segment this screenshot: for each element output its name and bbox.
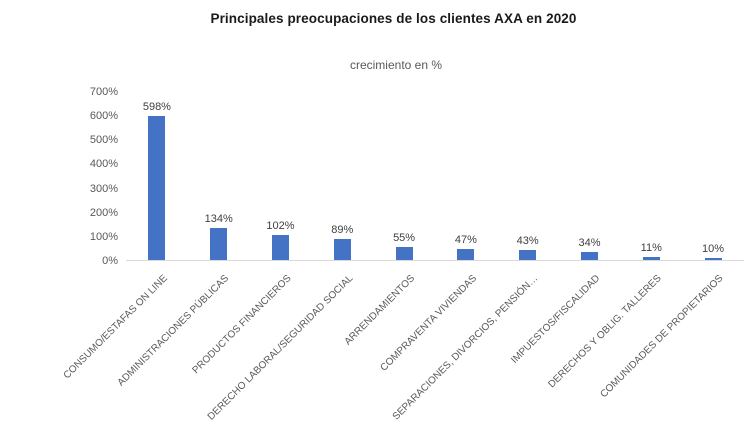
y-axis-tick-label: 300% bbox=[89, 182, 118, 195]
chart-title: Principales preocupaciones de los client… bbox=[210, 11, 577, 26]
bar-value-label: 55% bbox=[393, 232, 416, 244]
plot-area: 598% 134% 102% 89% 55% 47% 43% 34% 11% 10% bbox=[126, 92, 744, 261]
bar-9 bbox=[642, 257, 660, 260]
bar-slot: 134% bbox=[188, 92, 250, 260]
y-axis-tick-label: 0% bbox=[102, 255, 118, 267]
bar-4 bbox=[333, 239, 351, 260]
y-axis-tick-label: 700% bbox=[89, 86, 118, 98]
bar-2 bbox=[210, 228, 228, 260]
x-axis-category-label: COMPRAVENTA VIVIENDAS bbox=[378, 273, 479, 374]
bar-slot: 43% bbox=[497, 92, 559, 260]
y-axis-tick-label: 400% bbox=[89, 158, 118, 171]
bar-slot: 89% bbox=[311, 92, 373, 260]
y-axis-tick-label: 200% bbox=[89, 206, 118, 219]
x-axis-category-label: ARRENDAMIENTOS bbox=[342, 273, 417, 348]
bar-slot: 10% bbox=[682, 92, 744, 260]
y-axis-tick-label: 500% bbox=[89, 134, 118, 147]
bar-value-label: 134% bbox=[204, 213, 233, 225]
bar-8 bbox=[580, 252, 598, 260]
chart-subtitle: crecimiento en % bbox=[349, 58, 443, 72]
bar-3 bbox=[271, 235, 289, 260]
bars-row: 598% 134% 102% 89% 55% 47% 43% 34% 11% 10% bbox=[126, 92, 744, 260]
bar-value-label: 11% bbox=[640, 242, 662, 254]
x-axis-category-label: PRODUCTOS FINANCIEROS bbox=[190, 273, 294, 377]
bar-value-label: 34% bbox=[578, 237, 601, 249]
bar-1 bbox=[148, 116, 166, 260]
bar-slot: 55% bbox=[373, 92, 435, 260]
y-axis-tick-label: 100% bbox=[89, 230, 118, 243]
bar-7 bbox=[519, 250, 537, 260]
bar-slot: 34% bbox=[559, 92, 621, 260]
y-axis: 0% 100% 200% 300% 400% 500% 600% 700% bbox=[0, 86, 118, 267]
bar-6 bbox=[457, 249, 475, 260]
bar-value-label: 47% bbox=[454, 234, 477, 246]
x-axis-category-label: SEPARACIONES, DIVORCIOS, PENSIÓN… bbox=[390, 273, 541, 423]
bar-slot: 47% bbox=[435, 92, 497, 260]
x-axis-category-label: ADMINISTRACIONES PÚBLICAS bbox=[116, 273, 232, 389]
bar-slot: 598% bbox=[126, 92, 188, 260]
x-axis-category-label: COMUNIDADES DE PROPIETARIOS bbox=[598, 273, 726, 401]
y-axis-tick-label: 600% bbox=[89, 110, 118, 123]
x-axis-category-label: IMPUESTOS/FISCALIDAD bbox=[509, 273, 603, 366]
x-axis-category-label: DERECHOS Y OBLIG. TALLERES bbox=[546, 273, 665, 391]
bar-value-label: 10% bbox=[702, 243, 725, 255]
bar-slot: 11% bbox=[620, 92, 682, 260]
x-axis-category-label: DERECHO LABORAL/SEGURIDAD SOCIAL bbox=[205, 273, 356, 423]
bar-value-label: 43% bbox=[516, 235, 539, 247]
bar-value-label: 89% bbox=[331, 224, 354, 236]
bar-10 bbox=[704, 258, 722, 260]
bar-5 bbox=[395, 247, 413, 260]
x-axis-category-label: CONSUMO/ESTAFAS ON LINE bbox=[61, 273, 170, 382]
bar-slot: 102% bbox=[250, 92, 312, 260]
bar-value-label: 102% bbox=[266, 220, 295, 232]
bar-value-label: 598% bbox=[142, 101, 171, 113]
